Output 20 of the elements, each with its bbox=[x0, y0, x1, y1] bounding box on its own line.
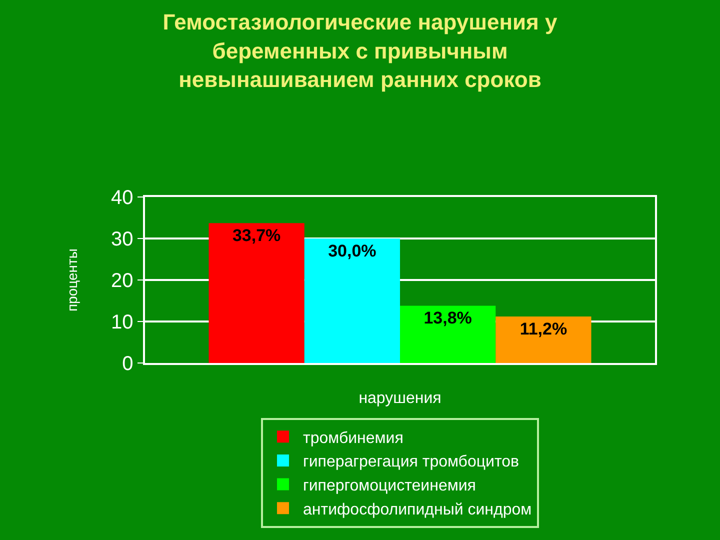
data-label: 33,7% bbox=[232, 226, 281, 246]
bar bbox=[400, 306, 496, 363]
y-tick-label: 30 bbox=[111, 228, 134, 250]
y-tick-label: 40 bbox=[111, 187, 134, 209]
y-tick-label: 0 bbox=[122, 353, 134, 375]
y-tick-label: 10 bbox=[111, 312, 134, 334]
data-label: 30,0% bbox=[328, 242, 376, 260]
bar bbox=[304, 238, 400, 363]
bar bbox=[496, 316, 592, 363]
legend-label: гиперагрегация тромбоцитов bbox=[303, 454, 520, 471]
x-axis-title: нарушения bbox=[358, 390, 442, 407]
y-tick-label: 20 bbox=[111, 270, 134, 292]
legend-label: антифосфолипидный синдром bbox=[303, 501, 532, 518]
data-label: 11,2% bbox=[520, 320, 568, 339]
legend-label: гипергомоцистеинемия bbox=[303, 478, 476, 495]
legend-label: тромбинемия bbox=[303, 430, 404, 447]
y-axis-title: проценты bbox=[64, 248, 80, 312]
chart-title: Гемостазиологические нарушения у беременных с привычным невынашиванием ранних сроков bbox=[162, 10, 558, 92]
data-label: 13,8% bbox=[424, 308, 472, 328]
bar bbox=[208, 223, 304, 363]
